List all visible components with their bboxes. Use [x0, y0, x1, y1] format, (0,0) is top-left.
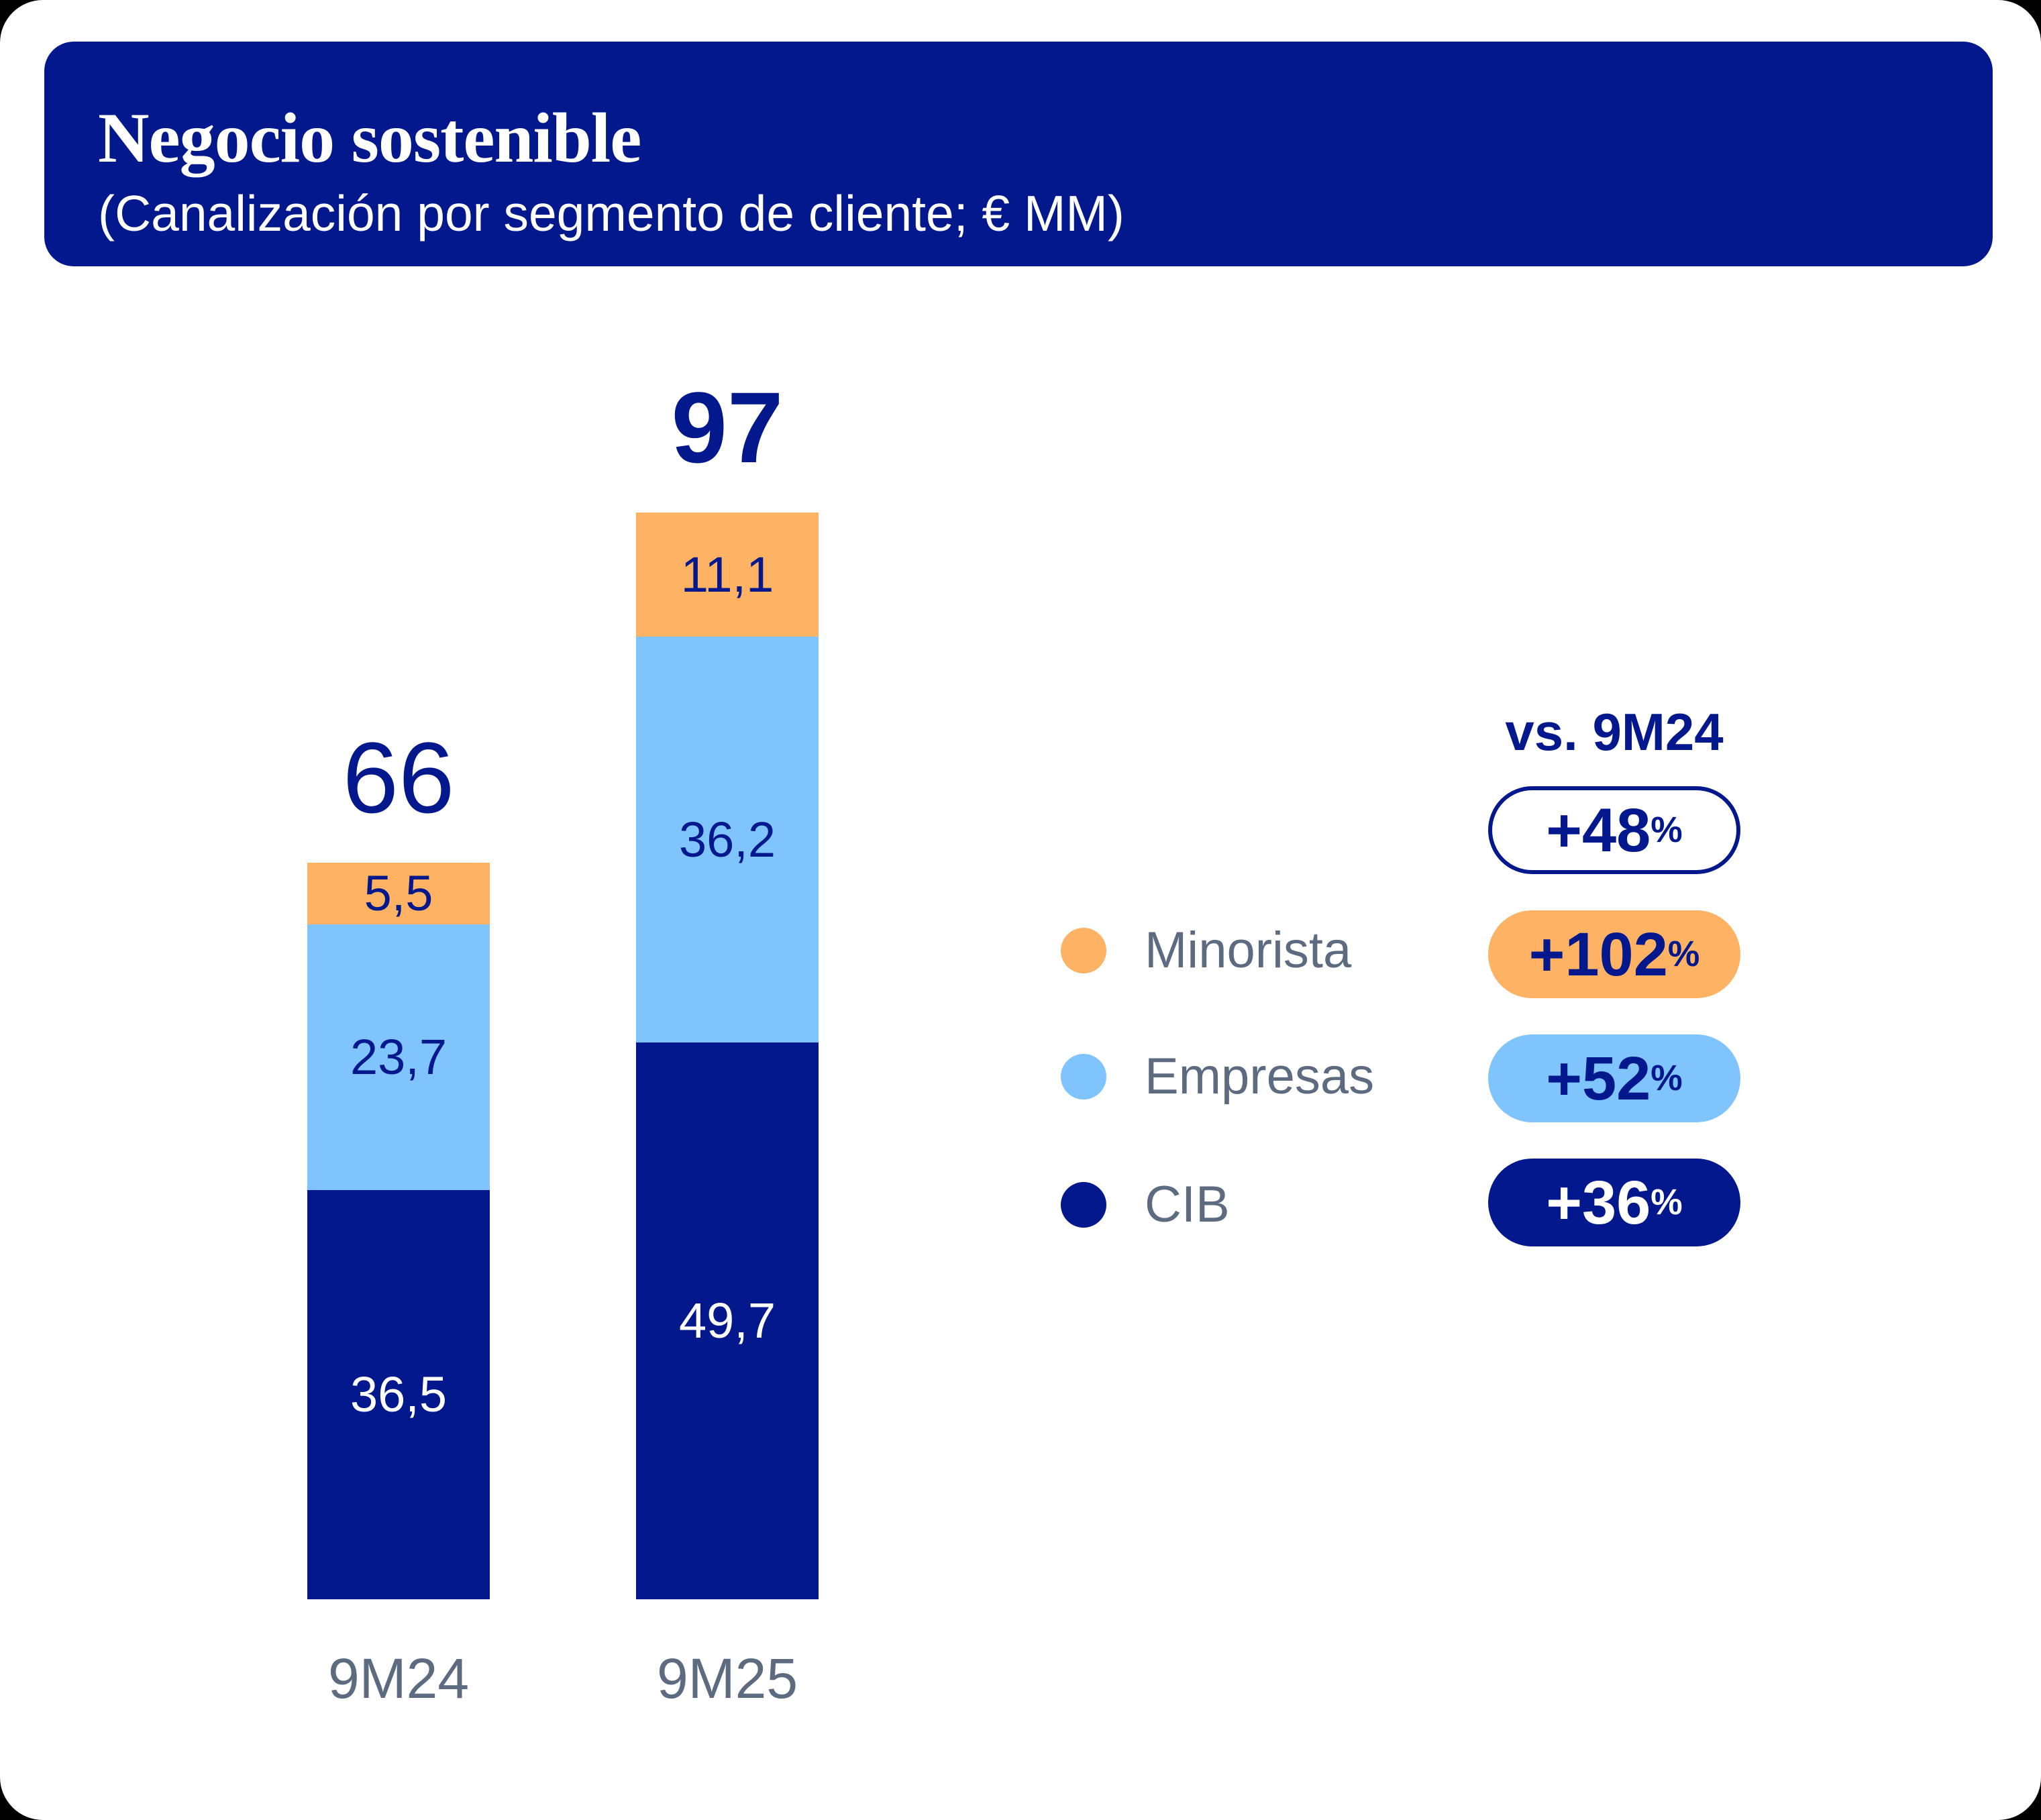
- legend-label: CIB: [1145, 1176, 1230, 1233]
- comparison-title: vs. 9M24: [1505, 702, 1724, 761]
- segment-cib-9m25: 49,7: [636, 1042, 819, 1599]
- pill-value: +52: [1546, 1044, 1651, 1113]
- percent-sign: %: [1651, 1182, 1683, 1222]
- legend-item-minorista: Minorista: [1061, 917, 1351, 984]
- bar-total-9m24: 66: [342, 721, 455, 834]
- x-axis-label-9m24: 9M24: [327, 1647, 470, 1710]
- segment-value-label: 5,5: [364, 865, 433, 921]
- segment-empresas-9m24: 23,7: [307, 924, 490, 1190]
- x-axis-label-9m25: 9M25: [656, 1647, 798, 1710]
- stacked-bar-9m25: 97 49,7 36,2 11,1 9M25: [636, 377, 819, 1707]
- segment-cib-9m24: 36,5: [307, 1190, 490, 1599]
- legend-dot-empresas-icon: [1061, 1054, 1106, 1100]
- percent-sign: %: [1651, 810, 1683, 850]
- legend-item-empresas: Empresas: [1061, 1043, 1374, 1110]
- legend-dot-minorista-icon: [1061, 928, 1106, 973]
- page-title: Negocio sostenible: [98, 99, 641, 177]
- bar-total-9m25: 97: [671, 371, 784, 484]
- pill-value: +48: [1546, 796, 1651, 865]
- legend-label: Minorista: [1145, 922, 1352, 979]
- legend-item-cib: CIB: [1061, 1171, 1230, 1238]
- comparison-pill-cib: +36%: [1488, 1159, 1740, 1246]
- pill-value: +36: [1546, 1168, 1651, 1237]
- stacked-bar-9m24: 66 36,5 23,7 5,5 9M24: [307, 727, 490, 1707]
- segment-value-label: 36,5: [350, 1367, 448, 1422]
- segment-value-label: 49,7: [678, 1293, 776, 1348]
- segment-value-label: 36,2: [678, 811, 776, 867]
- page-subtitle: (Canalización por segmento de cliente; €…: [98, 185, 1124, 242]
- segment-minorista-9m25: 11,1: [636, 513, 819, 637]
- legend-label: Empresas: [1145, 1048, 1375, 1105]
- comparison-pill-empresas: +52%: [1488, 1034, 1740, 1122]
- pill-value: +102: [1528, 920, 1668, 989]
- header-banner: Negocio sostenible (Canalización por seg…: [44, 42, 1993, 266]
- comparison-pill-minorista: +102%: [1488, 910, 1740, 998]
- legend-dot-cib-icon: [1061, 1182, 1106, 1228]
- segment-minorista-9m24: 5,5: [307, 863, 490, 924]
- percent-sign: %: [1651, 1058, 1683, 1098]
- segment-value-label: 11,1: [680, 546, 774, 602]
- segment-empresas-9m25: 36,2: [636, 637, 819, 1042]
- comparison-pill-total: +48%: [1488, 786, 1740, 874]
- segment-value-label: 23,7: [350, 1029, 448, 1085]
- percent-sign: %: [1667, 934, 1700, 974]
